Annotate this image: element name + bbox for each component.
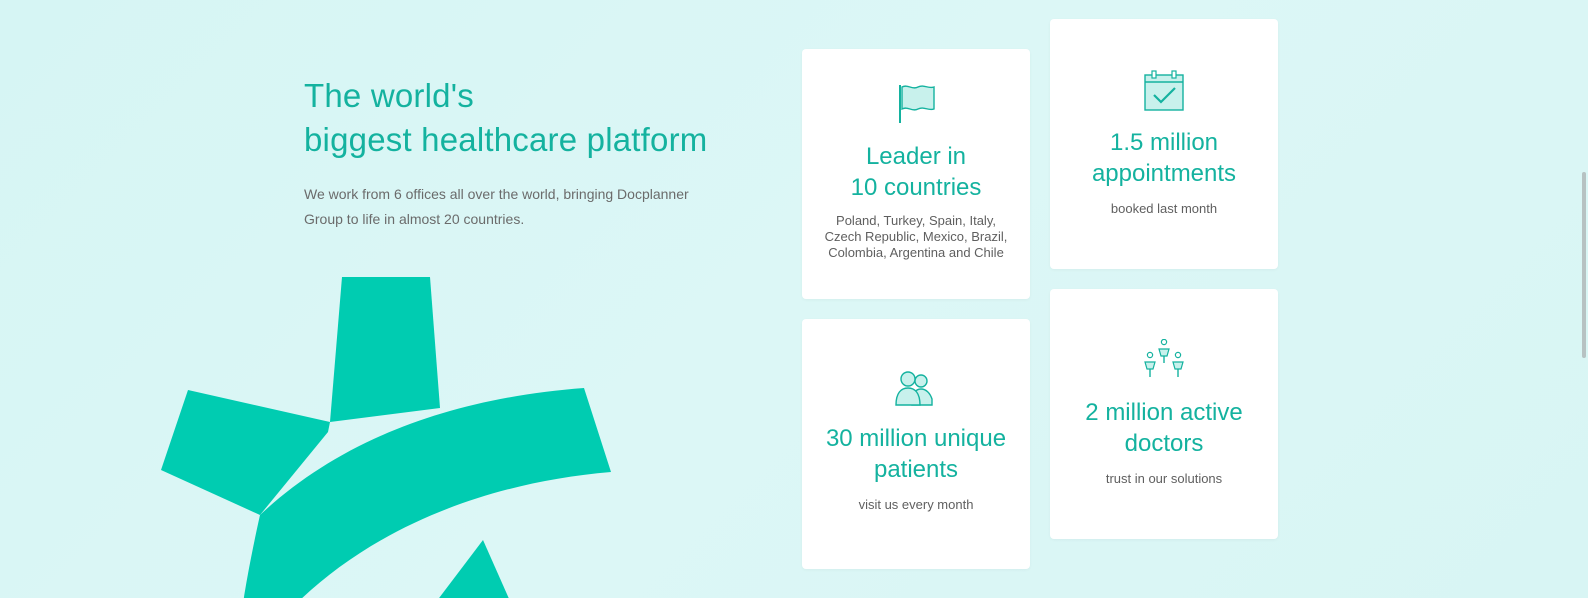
stat-card-doctors: 2 million active doctors trust in our so… [1050, 289, 1278, 539]
stat-title-line1: 1.5 million [1109, 129, 1219, 156]
calendar-check-icon [1144, 70, 1184, 111]
stat-title: 2 million active doctors [1058, 397, 1270, 459]
doctors-icon [1144, 339, 1184, 377]
hero-title: The world's biggest healthcare platform [304, 74, 707, 162]
stat-title: 1.5 million appointments [1058, 127, 1270, 189]
stat-card-patients: 30 million unique patients visit us ever… [802, 319, 1030, 569]
stat-title-line2: patients [873, 456, 959, 483]
scrollbar-thumb[interactable] [1582, 172, 1586, 358]
stat-card-countries: Leader in 10 countries Poland, Turkey, S… [802, 49, 1030, 299]
stat-title-line1: 30 million unique [825, 425, 1007, 452]
stat-title-line1: Leader in [865, 143, 967, 170]
patients-icon [895, 371, 933, 406]
stat-title-line1: 2 million active [1085, 399, 1243, 426]
docplanner-logo-icon [161, 277, 611, 598]
hero-description: We work from 6 offices all over the worl… [304, 186, 689, 227]
stat-description: booked last month [1110, 201, 1218, 216]
flag-icon [899, 85, 935, 123]
hero-title-line2: biggest healthcare platform [304, 121, 708, 158]
stat-description: visit us every month [858, 497, 974, 512]
stat-description: Poland, Turkey, Spain, Italy, Czech Repu… [824, 213, 1008, 260]
stat-title: Leader in 10 countries [810, 141, 1022, 203]
stat-card-appointments: 1.5 million appointments booked last mon… [1050, 19, 1278, 269]
page-scrollbar[interactable] [1580, 0, 1588, 598]
stat-title-line2: 10 countries [850, 174, 982, 201]
hero-title-line1: The world's [304, 77, 474, 114]
stat-description: trust in our solutions [1105, 471, 1223, 486]
stat-title-line2: doctors [1124, 430, 1204, 457]
stat-title-line2: appointments [1091, 160, 1237, 187]
stat-title: 30 million unique patients [810, 423, 1022, 485]
